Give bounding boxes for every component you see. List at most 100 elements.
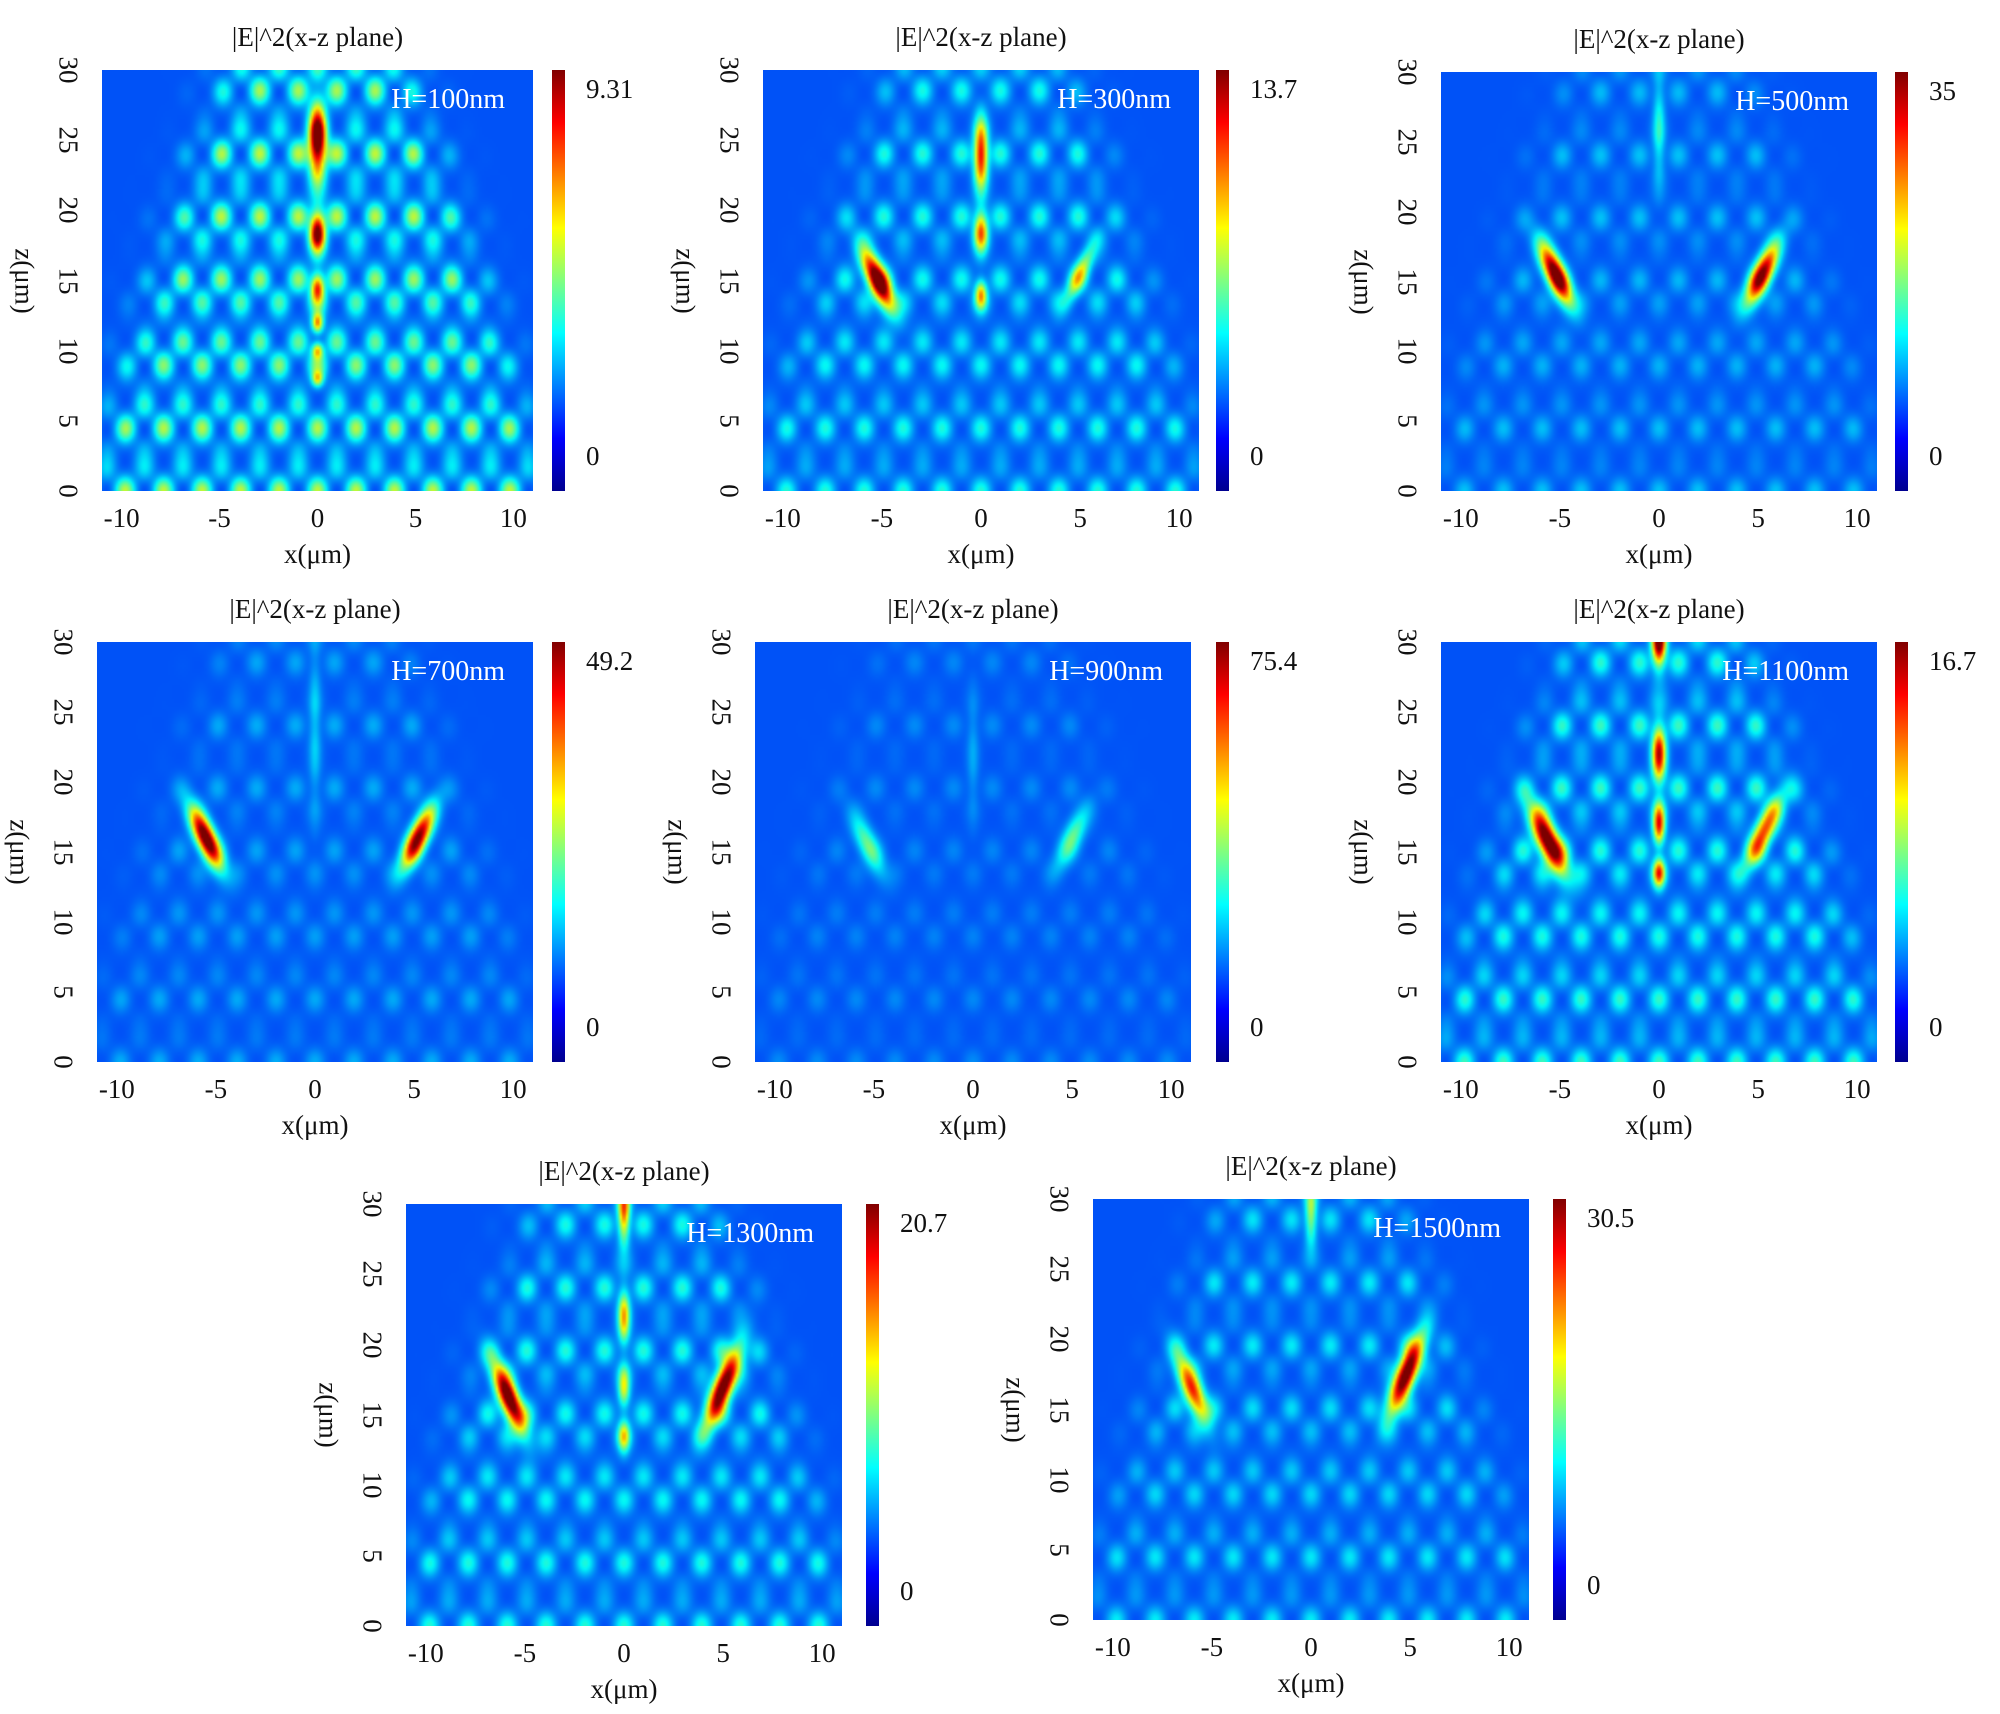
- y-tick-label: 25: [357, 1260, 388, 1288]
- x-tick-label: -5: [1200, 1632, 1224, 1662]
- colorbar: [1216, 70, 1229, 491]
- y-tick-label: 30: [53, 56, 84, 84]
- x-tick-label: 0: [1652, 1074, 1666, 1104]
- y-axis-label: z(μm): [1348, 819, 1379, 885]
- y-tick-label: 15: [706, 838, 737, 866]
- chart-title: |E|^2(x-z plane): [1225, 1151, 1397, 1181]
- y-tick-label: 10: [1392, 908, 1423, 936]
- thickness-annotation: H=900nm: [1049, 656, 1163, 687]
- y-tick-label: 10: [357, 1471, 388, 1499]
- x-tick-label: -5: [862, 1074, 886, 1104]
- x-tick-label: -10: [764, 503, 801, 533]
- thickness-annotation: H=100nm: [391, 84, 505, 115]
- y-tick-label: 15: [1392, 838, 1423, 866]
- x-tick-label: -10: [1442, 1074, 1479, 1104]
- heatmap-canvas: [763, 70, 1199, 491]
- y-tick-label: 20: [1044, 1325, 1075, 1353]
- x-tick-label: 10: [808, 1638, 836, 1668]
- colorbar-min-label: 0: [1250, 1012, 1264, 1042]
- y-axis-label: z(μm): [9, 247, 40, 314]
- y-tick-label: 10: [1392, 337, 1423, 365]
- colorbar-min-label: 0: [1929, 441, 1943, 471]
- thickness-annotation: H=1100nm: [1722, 656, 1849, 687]
- heatmap-plot: H=1500nm: [1093, 1199, 1529, 1620]
- x-axis-label: x(μm): [1277, 1668, 1345, 1698]
- y-tick-label: 15: [1044, 1396, 1075, 1423]
- y-tick-label: 10: [714, 337, 745, 365]
- y-tick-label: 25: [1392, 128, 1423, 156]
- heatmap-canvas: [1441, 642, 1877, 1062]
- heatmap-canvas: [102, 70, 533, 491]
- y-tick-label: 25: [1392, 698, 1423, 726]
- x-axis-label: x(μm): [590, 1674, 658, 1704]
- heatmap-plot: H=300nm: [763, 70, 1199, 491]
- colorbar: [1553, 1199, 1566, 1620]
- chart-title: |E|^2(x-z plane): [538, 1156, 710, 1186]
- y-tick-label: 5: [357, 1548, 388, 1563]
- y-tick-label: 20: [1392, 198, 1423, 226]
- x-tick-label: -10: [756, 1074, 793, 1104]
- colorbar-max-label: 75.4: [1250, 646, 1298, 676]
- colorbar-min-label: 0: [586, 1012, 600, 1042]
- y-axis-label: z(μm): [670, 247, 701, 314]
- x-tick-label: -5: [204, 1074, 228, 1104]
- y-tick-label: 0: [714, 484, 745, 498]
- x-axis-label: x(μm): [939, 1110, 1007, 1140]
- heatmap-plot: H=700nm: [97, 642, 533, 1062]
- x-tick-label: -5: [1548, 1074, 1572, 1104]
- x-axis-label: x(μm): [1625, 1110, 1693, 1140]
- x-tick-label: 0: [974, 503, 988, 533]
- y-tick-label: 30: [1392, 58, 1423, 86]
- y-tick-label: 5: [48, 985, 79, 999]
- y-tick-label: 10: [706, 908, 737, 936]
- heatmap-canvas: [406, 1204, 842, 1626]
- colorbar: [552, 70, 565, 491]
- y-tick-label: 15: [53, 267, 84, 294]
- chart-title: |E|^2(x-z plane): [895, 22, 1067, 52]
- y-tick-label: 0: [1392, 484, 1423, 498]
- thickness-annotation: H=700nm: [391, 656, 505, 687]
- y-tick-label: 25: [1044, 1255, 1075, 1283]
- x-tick-label: 5: [1065, 1074, 1079, 1104]
- colorbar-min-label: 0: [1250, 441, 1264, 471]
- y-tick-label: 20: [53, 196, 84, 224]
- heatmap-plot: H=900nm: [755, 642, 1191, 1062]
- x-tick-label: 10: [499, 503, 527, 533]
- x-tick-label: 0: [966, 1074, 980, 1104]
- thickness-annotation: H=1500nm: [1373, 1213, 1501, 1244]
- colorbar: [1895, 72, 1908, 491]
- x-tick-label: 0: [308, 1074, 322, 1104]
- x-tick-label: -10: [98, 1074, 135, 1104]
- y-tick-label: 30: [706, 628, 737, 656]
- y-tick-label: 5: [1392, 414, 1423, 428]
- colorbar-max-label: 30.5: [1587, 1203, 1635, 1233]
- y-tick-label: 25: [48, 698, 79, 726]
- y-tick-label: 15: [357, 1401, 388, 1429]
- chart-title: |E|^2(x-z plane): [887, 594, 1059, 624]
- y-tick-label: 20: [48, 768, 79, 796]
- colorbar-max-label: 16.7: [1929, 646, 1977, 676]
- x-axis-label: x(μm): [281, 1110, 349, 1140]
- x-axis-label: x(μm): [284, 539, 351, 569]
- y-axis-label: z(μm): [1348, 248, 1379, 315]
- y-tick-label: 15: [1392, 268, 1423, 295]
- y-tick-label: 0: [48, 1055, 79, 1069]
- heatmap-canvas: [97, 642, 533, 1062]
- heatmap-plot: H=1300nm: [406, 1204, 842, 1626]
- thickness-annotation: H=300nm: [1057, 84, 1171, 115]
- y-tick-label: 0: [357, 1619, 388, 1633]
- y-tick-label: 20: [706, 768, 737, 796]
- colorbar-max-label: 20.7: [900, 1208, 948, 1238]
- y-axis-label: z(μm): [4, 819, 35, 885]
- colorbar-max-label: 13.7: [1250, 74, 1298, 104]
- x-tick-label: 0: [1652, 503, 1666, 533]
- colorbar-min-label: 0: [1929, 1012, 1943, 1042]
- y-tick-label: 20: [714, 196, 745, 224]
- y-tick-label: 20: [357, 1331, 388, 1359]
- colorbar-min-label: 0: [1587, 1570, 1601, 1600]
- x-tick-label: 10: [1165, 503, 1193, 533]
- x-tick-label: 10: [499, 1074, 527, 1104]
- y-tick-label: 25: [706, 698, 737, 726]
- y-tick-label: 0: [1392, 1055, 1423, 1069]
- colorbar: [866, 1204, 879, 1626]
